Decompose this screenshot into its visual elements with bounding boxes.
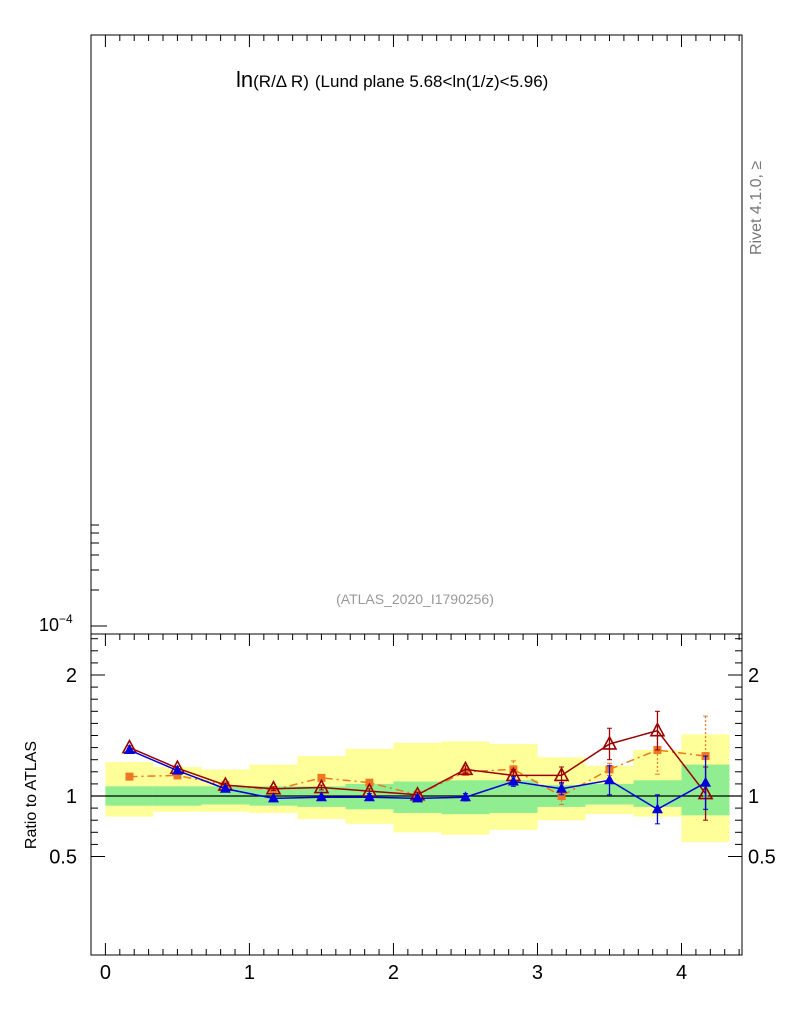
- marker-darkred: [457, 760, 474, 776]
- xtick-label: 1: [244, 962, 255, 984]
- chart-title-prefix: ln: [236, 67, 253, 92]
- ratio-panel-ticks: [91, 634, 742, 955]
- marker-darkred: [553, 766, 570, 782]
- xtick-labels: 0 1 2 3 4: [100, 962, 687, 984]
- xtick-label: 0: [100, 962, 111, 984]
- ratio-ytick-label-left: 0.5: [49, 847, 77, 869]
- marker-darkred: [649, 721, 666, 737]
- marker-blue: [171, 764, 183, 775]
- marker-blue: [412, 792, 424, 803]
- marker-blue: [267, 792, 279, 803]
- ratio-ytick-label-right: 1: [748, 786, 759, 808]
- series-layer: [121, 710, 714, 825]
- marker-blue: [315, 791, 327, 802]
- marker-orange: [125, 772, 134, 781]
- ratio-ytick-label-right: 2: [748, 665, 759, 687]
- marker-blue: [363, 791, 375, 802]
- marker-blue: [507, 775, 519, 786]
- ratio-panel-frame: [90, 633, 743, 956]
- marker-orange: [317, 773, 326, 782]
- analysis-watermark: (ATLAS_2020_I1790256): [336, 591, 494, 607]
- marker-blue: [700, 776, 712, 787]
- ratio-ytick-label-right: 0.5: [748, 847, 776, 869]
- upper-ytick-base: 10: [39, 615, 59, 635]
- marker-blue: [123, 744, 135, 755]
- marker-blue: [219, 782, 231, 793]
- ratio-ytick-labels: 0.5 0.5 1 1 2 2: [49, 665, 776, 869]
- upper-panel-frame: [90, 34, 743, 635]
- marker-darkred: [601, 735, 618, 750]
- xtick-label: 2: [388, 962, 399, 984]
- marker-blue: [459, 791, 471, 802]
- chart-title-rest: (Lund plane 5.68<ln(1/z)<5.96): [315, 72, 548, 91]
- rivet-version-label: Rivet 4.1.0, ≥: [748, 161, 765, 255]
- xtick-label: 3: [532, 962, 543, 984]
- chart-title-paren: (R/Δ R): [253, 72, 309, 91]
- marker-blue: [603, 774, 615, 785]
- ratio-ytick-label-left: 2: [66, 665, 77, 687]
- ratio-ylabel: Ratio to ATLAS: [23, 741, 40, 849]
- upper-ytick-label: 10−4: [39, 612, 73, 635]
- ratio-ytick-label-left: 1: [66, 786, 77, 808]
- marker-blue: [651, 803, 663, 814]
- xtick-label: 4: [676, 962, 687, 984]
- marker-orange: [557, 792, 566, 800]
- marker-orange: [173, 771, 182, 780]
- marker-blue: [556, 782, 568, 793]
- upper-panel-ticks: [91, 35, 740, 627]
- chart-title: ln(R/Δ R) (Lund plane 5.68<ln(1/z)<5.96): [236, 67, 548, 92]
- upper-ytick-exponent: −4: [59, 612, 73, 626]
